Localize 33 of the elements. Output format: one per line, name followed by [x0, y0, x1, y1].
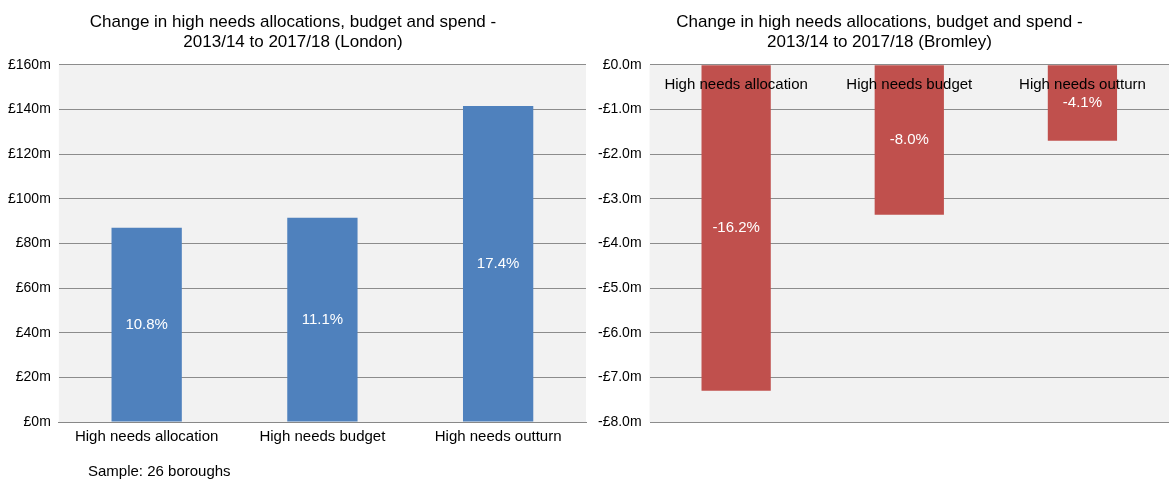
chart-title: Change in high needs allocations, budget and spend - 2013/14 to 2017/18 (Bromley): [676, 11, 1083, 52]
x-tick-label: High needs outturn: [434, 427, 562, 445]
x-tick-label: High needs budget: [259, 427, 387, 445]
text: Sample: 26 boroughs: [88, 462, 231, 479]
y-tick-label: £0m: [23, 412, 51, 429]
bar: [462, 106, 534, 422]
chart-title: Change in high needs allocations, budget and spend - 2013/14 to 2017/18 (London): [89, 11, 497, 52]
y-tick-label: -£8.0m: [597, 412, 642, 429]
y-tick-label: £60m: [15, 278, 51, 295]
annotation: 10.8%: [125, 314, 168, 332]
y-tick-label: -£7.0m: [597, 368, 642, 385]
annotation: -8.0%: [889, 130, 929, 148]
y-tick-label: -£5.0m: [597, 278, 642, 295]
y-tick-label: £140m: [7, 100, 51, 117]
y-tick-label: £160m: [7, 55, 51, 72]
bar: [287, 217, 358, 422]
y-tick-label: -£4.0m: [597, 234, 642, 251]
y-tick-label: £100m: [7, 189, 51, 206]
y-tick-label: -£3.0m: [597, 189, 642, 206]
x-tick-label: High needs allocation: [74, 427, 219, 445]
y-tick-label: -£6.0m: [597, 323, 642, 340]
annotation: -4.1%: [1062, 93, 1103, 111]
y-tick-label: £120m: [7, 144, 51, 161]
annotation: 11.1%: [301, 309, 344, 327]
y-tick-label: £80m: [15, 234, 51, 251]
y-tick-label: £40m: [15, 323, 51, 340]
y-tick-label: -£1.0m: [597, 100, 642, 117]
y-tick-label: £0.0m: [602, 55, 642, 72]
annotation: 17.4%: [476, 253, 520, 271]
y-tick-label: -£2.0m: [597, 144, 642, 161]
annotation: -16.2%: [712, 218, 760, 236]
y-tick-label: £20m: [15, 368, 51, 385]
bar: [111, 227, 182, 422]
